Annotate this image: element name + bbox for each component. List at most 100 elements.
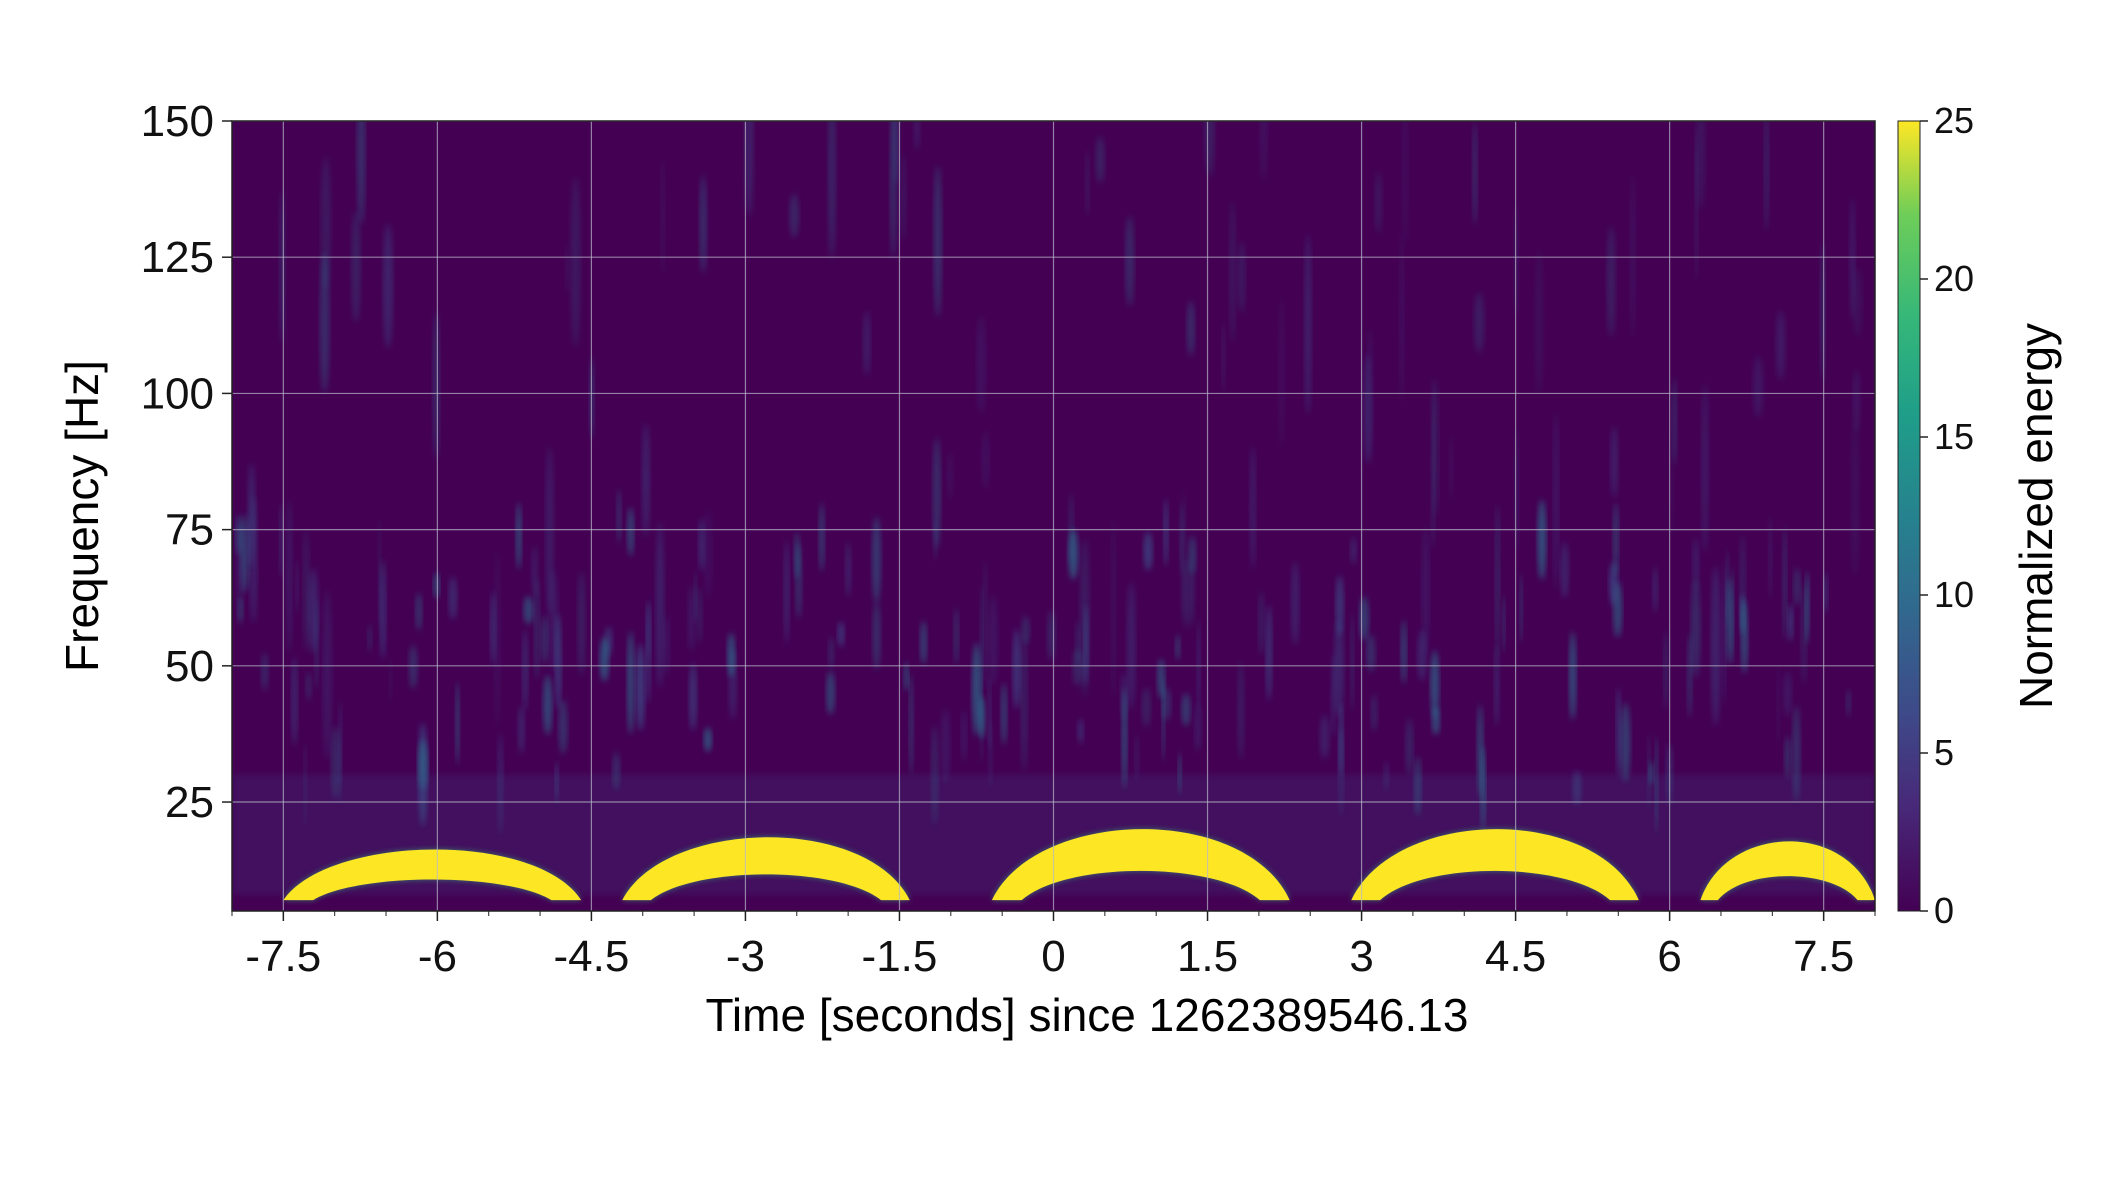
noise-streak — [1304, 234, 1312, 414]
noise-streak — [932, 437, 941, 548]
noise-streak — [1083, 604, 1089, 686]
noise-streak — [1334, 620, 1344, 717]
noise-streak — [1514, 204, 1519, 318]
noise-streak — [1141, 687, 1151, 727]
noise-streak — [890, 121, 897, 259]
chirp-arch — [1351, 829, 1639, 901]
noise-streak — [1787, 603, 1794, 642]
noise-streak — [872, 601, 881, 670]
noise-streak — [570, 176, 581, 347]
noise-streak — [1610, 426, 1619, 498]
noise-streak — [1012, 628, 1021, 709]
noise-streak — [415, 592, 423, 631]
noise-streak — [1431, 706, 1440, 735]
noise-streak — [1784, 736, 1791, 779]
y-tick-label: 125 — [141, 233, 214, 282]
noise-streak — [1077, 718, 1084, 744]
noise-streak — [845, 542, 851, 597]
noise-streak — [976, 315, 986, 413]
noise-streak — [1663, 631, 1668, 709]
x-tick-label: 6 — [1657, 932, 1681, 981]
noise-streak — [837, 621, 845, 647]
colorbar-tick-label: 5 — [1934, 732, 1954, 773]
noise-streak — [1143, 531, 1153, 571]
y-tick-label: 100 — [141, 369, 214, 418]
noise-streak — [357, 121, 366, 225]
noise-streak — [1179, 502, 1185, 576]
y-tick-label: 50 — [165, 642, 214, 691]
noise-streak — [1852, 268, 1863, 336]
noise-streak — [1111, 519, 1116, 696]
noise-streak — [689, 663, 697, 731]
noise-streak — [978, 695, 986, 739]
noise-streak — [543, 674, 553, 735]
noise-streak — [1175, 634, 1181, 661]
noise-streak — [308, 568, 319, 654]
noise-streak — [1696, 121, 1705, 210]
noise-streak — [1047, 610, 1056, 661]
noise-streak — [1181, 693, 1191, 727]
noise-streak — [703, 727, 712, 752]
noise-streak — [1374, 172, 1382, 234]
noise-streak — [1350, 612, 1355, 711]
noise-streak — [1535, 250, 1544, 395]
noise-streak — [1366, 634, 1376, 672]
noise-streak — [1820, 242, 1826, 381]
noise-streak — [1399, 233, 1405, 403]
noise-streak — [1095, 136, 1105, 183]
noise-streak — [616, 489, 622, 543]
colorbar: 0 5 10 15 20 25 Normalized energy — [1897, 100, 2062, 931]
noise-streak — [1474, 292, 1485, 352]
noise-streak — [367, 624, 372, 652]
noise-streak — [1421, 526, 1430, 654]
noise-streak — [1258, 591, 1265, 656]
noise-streak — [914, 121, 920, 150]
x-tick-label: 1.5 — [1177, 932, 1238, 981]
noise-streak — [1161, 687, 1171, 721]
noise-streak — [409, 645, 418, 689]
noise-streak — [1335, 575, 1344, 637]
noise-streak — [828, 121, 836, 259]
noise-streak — [1449, 435, 1454, 499]
noise-streak — [1237, 241, 1246, 313]
noise-streak — [1278, 299, 1285, 446]
noise-streak — [1783, 671, 1792, 717]
noise-streak — [947, 452, 953, 499]
noise-streak — [988, 595, 998, 685]
noise-streak — [1553, 413, 1559, 590]
noise-streak — [1350, 537, 1357, 564]
noise-streak — [698, 518, 705, 572]
noise-streak — [1494, 645, 1500, 727]
colorbar-tick-label: 25 — [1934, 100, 1974, 141]
noise-streak — [1537, 499, 1547, 580]
noise-streak — [389, 657, 393, 703]
noise-streak — [1265, 604, 1273, 701]
x-tick-label: -3 — [726, 932, 765, 981]
noise-streak — [295, 560, 299, 613]
noise-streak — [577, 571, 586, 676]
noise-streak — [1690, 579, 1701, 678]
noise-streak — [1221, 322, 1226, 392]
noise-streak — [920, 621, 928, 665]
noise-streak — [1692, 538, 1700, 592]
noise-streak — [704, 509, 712, 598]
noise-streak — [1072, 648, 1083, 686]
noise-streak — [433, 572, 440, 599]
noise-streak — [826, 671, 835, 715]
noise-streak — [1711, 566, 1721, 726]
noise-streak — [455, 681, 460, 765]
noise-streak — [1085, 150, 1090, 216]
noise-streak — [1801, 582, 1807, 684]
noise-streak — [1793, 567, 1801, 607]
noise-streak — [903, 662, 909, 692]
noise-streak — [661, 158, 665, 276]
noise-streak — [1616, 688, 1621, 778]
y-tick-label: 25 — [165, 778, 214, 827]
noise-streak — [1753, 356, 1764, 417]
noise-streak — [523, 595, 534, 625]
colorbar-tick-label: 20 — [1934, 258, 1974, 299]
noise-streak — [784, 541, 790, 644]
noise-streak — [558, 699, 568, 754]
noise-streak — [1495, 504, 1500, 658]
